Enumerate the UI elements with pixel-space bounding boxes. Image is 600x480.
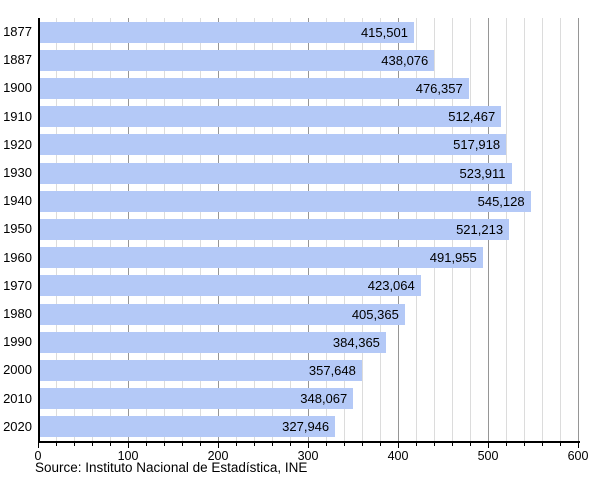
x-tick-540: [524, 443, 525, 446]
x-tick-140: [164, 443, 165, 446]
bar-value-label: 405,365: [351, 306, 399, 322]
x-tick-label-100: 100: [117, 449, 139, 463]
x-tick-160: [182, 443, 183, 446]
x-tick-340: [344, 443, 345, 446]
x-tick-180: [200, 443, 201, 446]
x-tick-300: [308, 443, 309, 448]
bar-1900: 476,357: [40, 78, 469, 99]
x-tick-320: [326, 443, 327, 446]
y-tick-label-2020: 2020: [3, 418, 32, 434]
bar-value-label: 491,955: [429, 250, 477, 266]
bar-value-label: 415,501: [360, 24, 408, 40]
x-tick-label-500: 500: [477, 449, 499, 463]
y-tick-label-2010: 2010: [3, 390, 32, 406]
x-tick-220: [236, 443, 237, 446]
x-tick-600: [578, 443, 579, 448]
x-tick-380: [380, 443, 381, 446]
bar-value-label: 357,648: [308, 363, 356, 378]
x-tick-200: [218, 443, 219, 448]
x-tick-420: [416, 443, 417, 446]
x-tick-80: [110, 443, 111, 446]
bar-value-label: 348,067: [300, 391, 348, 407]
x-tick-0: [38, 443, 39, 448]
y-tick-label-1900: 1900: [3, 80, 32, 96]
x-tick-20: [56, 443, 57, 446]
x-tick-40: [74, 443, 75, 446]
bar-1877: 415,501: [40, 21, 414, 43]
bar-value-label: 523,911: [459, 165, 506, 181]
bar-value-label: 327,946: [282, 419, 330, 435]
bar-value-label: 438,076: [381, 52, 429, 68]
bar-1940: 545,128: [40, 190, 531, 212]
plot-area: 415,501 438,076 476,357 512,467 517,918 523,9…: [38, 18, 580, 441]
bar-value-label: 521,213: [456, 222, 504, 237]
x-tick-460: [452, 443, 453, 446]
bar-value-label: 384,365: [332, 334, 380, 350]
y-tick-label-1910: 1910: [3, 108, 32, 124]
bar-1960: 491,955: [40, 247, 483, 269]
bar-1930: 523,911: [40, 162, 512, 184]
x-tick-label-200: 200: [207, 449, 229, 463]
bar-1970: 423,064: [40, 275, 421, 297]
x-tick-label-300: 300: [297, 449, 319, 463]
bar-1887: 438,076: [40, 49, 435, 71]
x-tick-260: [272, 443, 273, 446]
bar-2000: 357,648: [40, 360, 362, 381]
x-axis-line: [38, 441, 580, 443]
source-caption: Source: Instituto Nacional de Estadístic…: [35, 460, 308, 475]
y-tick-label-1930: 1930: [3, 165, 32, 180]
x-tick-label-600: 600: [567, 449, 589, 463]
bar-value-label: 545,128: [477, 193, 525, 209]
y-tick-label-1990: 1990: [3, 334, 32, 350]
x-tick-280: [290, 443, 291, 446]
bar-value-label: 476,357: [415, 81, 463, 96]
y-tick-label-1940: 1940: [3, 193, 32, 209]
bar-value-label: 517,918: [453, 137, 501, 153]
major-gridline-600: [578, 18, 579, 441]
bar-1950: 521,213: [40, 219, 510, 240]
x-tick-520: [506, 443, 507, 446]
bar-value-label: 512,467: [448, 109, 496, 125]
x-tick-60: [92, 443, 93, 446]
x-tick-360: [362, 443, 363, 446]
bar-value-label: 423,064: [367, 278, 415, 294]
y-tick-label-1970: 1970: [3, 277, 32, 293]
x-tick-240: [254, 443, 255, 446]
x-tick-580: [560, 443, 561, 446]
bar-1990: 384,365: [40, 331, 386, 353]
x-tick-100: [128, 443, 129, 448]
x-tick-440: [434, 443, 435, 446]
bar-2020: 327,946: [40, 416, 336, 438]
bar-2010: 348,067: [40, 388, 354, 410]
y-tick-label-1960: 1960: [3, 249, 32, 265]
bar-1910: 512,467: [40, 106, 502, 128]
y-axis-line: [38, 18, 40, 441]
x-tick-label-0: 0: [34, 449, 42, 463]
bar-1980: 405,365: [40, 303, 405, 325]
x-tick-120: [146, 443, 147, 446]
x-tick-560: [542, 443, 543, 446]
x-tick-400: [398, 443, 399, 448]
y-tick-label-1877: 1877: [3, 24, 32, 39]
minor-gridline-560: [542, 18, 543, 441]
y-tick-label-1920: 1920: [3, 136, 32, 152]
minor-gridline-540: [524, 18, 525, 441]
bar-1920: 517,918: [40, 134, 507, 156]
x-tick-480: [470, 443, 471, 446]
y-tick-label-2000: 2000: [3, 362, 32, 378]
x-tick-label-400: 400: [387, 449, 409, 463]
x-tick-500: [488, 443, 489, 448]
y-tick-label-1887: 1887: [3, 52, 32, 68]
y-tick-label-1980: 1980: [3, 306, 32, 321]
y-tick-label-1950: 1950: [3, 221, 32, 237]
minor-gridline-580: [560, 18, 561, 441]
